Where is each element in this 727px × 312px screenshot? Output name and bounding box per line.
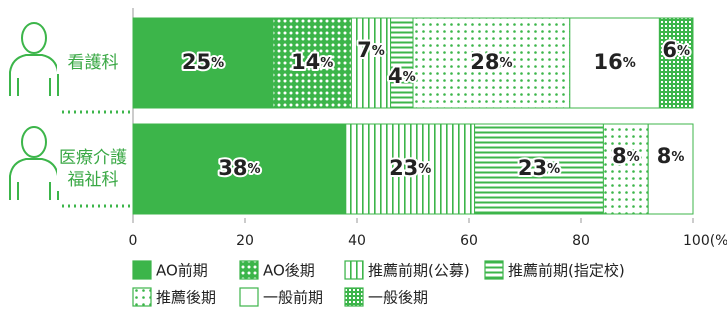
legend-swatch [345, 288, 363, 306]
legend-swatch [133, 288, 151, 306]
bar-segment [351, 18, 390, 108]
legend-swatch [345, 261, 363, 279]
bar-segment [391, 18, 413, 108]
bar-segment [659, 18, 693, 108]
person-icon [10, 23, 58, 200]
legend-label: 一般後期 [368, 289, 428, 307]
legend-label: 推薦後期 [156, 289, 216, 307]
legend-label: AO前期 [156, 262, 208, 280]
x-tick-label: 80 [572, 233, 590, 249]
legend-label: 推薦前期(指定校) [508, 262, 625, 280]
x-tick-label: 40 [348, 233, 366, 249]
x-tick-label: 100(%) [683, 233, 727, 249]
x-tick-label: 20 [236, 233, 254, 249]
x-tick-label: 0 [129, 233, 138, 249]
chart: 020406080100(%)25%14%7%4%28%16%6%38%23%2… [0, 0, 727, 312]
x-tick-label: 60 [460, 233, 478, 249]
legend-label: AO後期 [263, 262, 315, 280]
legend-swatch [240, 261, 258, 279]
legend-label: 一般前期 [263, 289, 323, 307]
legend-label: 推薦前期(公募) [368, 262, 470, 280]
bar-segment [648, 124, 693, 214]
legend-swatch [133, 261, 151, 279]
category-label: 看護科 [57, 52, 129, 74]
bar-segment [603, 124, 648, 214]
category-label: 医療介護福祉科 [57, 147, 129, 191]
legend-swatch [240, 288, 258, 306]
legend-swatch [485, 261, 503, 279]
